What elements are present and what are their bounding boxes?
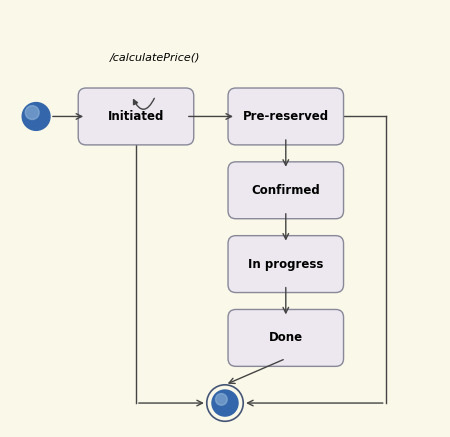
FancyBboxPatch shape <box>78 88 194 145</box>
Circle shape <box>22 103 50 130</box>
Text: In progress: In progress <box>248 257 324 271</box>
Text: Confirmed: Confirmed <box>252 184 320 197</box>
FancyArrowPatch shape <box>134 98 154 109</box>
FancyBboxPatch shape <box>228 236 343 292</box>
Text: Pre-reserved: Pre-reserved <box>243 110 329 123</box>
FancyBboxPatch shape <box>228 88 343 145</box>
Circle shape <box>25 106 39 119</box>
FancyBboxPatch shape <box>228 309 343 366</box>
Text: Initiated: Initiated <box>108 110 164 123</box>
FancyBboxPatch shape <box>228 162 343 218</box>
Circle shape <box>212 390 238 416</box>
Circle shape <box>216 394 227 405</box>
Text: Done: Done <box>269 331 303 344</box>
Text: /calculatePrice(): /calculatePrice() <box>110 53 201 63</box>
